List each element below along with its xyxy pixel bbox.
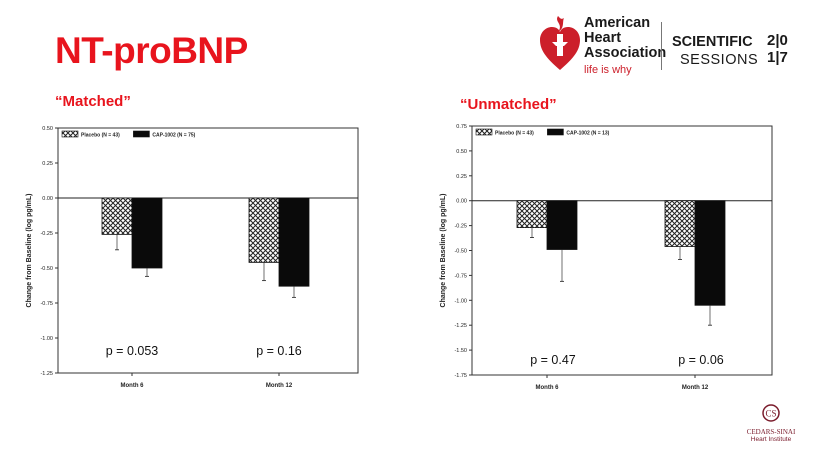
aha-line-3: Association xyxy=(584,45,667,61)
bar-cap1002 xyxy=(278,197,310,287)
y-tick-label: -0.50 xyxy=(454,249,467,255)
y-tick-label: 0.50 xyxy=(42,126,53,132)
aha-line-1: American xyxy=(584,15,651,31)
aha-wordmark: American Heart Association xyxy=(584,16,666,61)
x-tick-label: Month 12 xyxy=(682,385,709,391)
y-tick-label: 0.00 xyxy=(42,196,53,202)
y-tick-label: -0.25 xyxy=(454,224,467,230)
sessions-line-2: SESSIONS xyxy=(680,52,759,68)
legend: Placebo (N = 43) CAP-1002 (N = 13) xyxy=(475,128,610,137)
y-tick-label: -1.50 xyxy=(454,348,467,354)
legend: Placebo (N = 43) CAP-1002 (N = 75) xyxy=(61,130,196,139)
y-axis-label: Change from Baseline (log pg/mL) xyxy=(440,194,447,308)
y-tick-label: 0.25 xyxy=(456,174,467,180)
y-tick-label: -0.25 xyxy=(40,231,53,237)
x-tick-label: Month 6 xyxy=(536,385,560,391)
legend-swatch xyxy=(133,130,150,138)
aha-line-2: Heart xyxy=(584,30,622,46)
legend-swatch xyxy=(61,130,79,138)
matched-chart: 0.50 0.25 0.00 -0.25 -0.50 -0.75 -1.00 -1.25 Cha… xyxy=(26,126,359,389)
logo-divider xyxy=(661,22,662,70)
y-tick-label: 0.25 xyxy=(42,161,53,167)
legend-label: CAP-1002 (N = 13) xyxy=(566,131,609,137)
page-title: NT-proBNP xyxy=(55,30,248,71)
y-tick-label: -1.75 xyxy=(454,373,467,379)
p-value-annotation: p = 0.16 xyxy=(256,344,302,358)
unmatched-heading: “Unmatched” xyxy=(460,96,557,113)
y-tick-label: 0.50 xyxy=(456,149,467,155)
bar-placebo xyxy=(248,197,280,263)
bar-cap1002 xyxy=(546,200,578,250)
year-bottom: 1|7 xyxy=(767,49,788,66)
aha-scientific-sessions-logo: American Heart Association life is why S… xyxy=(538,12,808,82)
legend-label: Placebo (N = 43) xyxy=(495,131,534,137)
x-tick-label: Month 12 xyxy=(266,383,293,389)
y-tick-label: -0.50 xyxy=(40,266,53,272)
p-value-annotation: p = 0.06 xyxy=(678,353,724,367)
x-tick-label: Month 6 xyxy=(121,383,145,389)
unmatched-chart: 0.75 0.50 0.25 0.00 -0.25 -0.50 -0.75 -1.00 -1.2… xyxy=(440,124,773,391)
y-tick-label: 0.75 xyxy=(456,124,467,130)
y-axis-label: Change from Baseline (log pg/mL) xyxy=(26,194,33,308)
y-tick-label: -1.25 xyxy=(454,323,467,329)
y-tick-label: -1.00 xyxy=(40,336,53,342)
aha-tagline: life is why xyxy=(584,64,632,76)
y-tick-label: -0.75 xyxy=(454,273,467,279)
year-top: 2|0 xyxy=(767,32,788,49)
legend-swatch xyxy=(547,128,564,136)
legend-label: CAP-1002 (N = 75) xyxy=(152,133,195,139)
sessions-line-1: SCIENTIFIC xyxy=(672,34,753,50)
institute-sub: Heart Institute xyxy=(750,436,792,443)
sessions-year: 2|0 1|7 xyxy=(767,32,788,66)
y-tick-label: 0.00 xyxy=(456,199,467,205)
bar-placebo xyxy=(516,200,548,228)
bar-placebo xyxy=(101,197,133,235)
bar-cap1002 xyxy=(694,200,726,306)
y-tick-label: -0.75 xyxy=(40,301,53,307)
cedars-sinai-logo: CS CEDARS-SINAI Heart Institute xyxy=(740,404,802,446)
matched-heading: “Matched” xyxy=(55,93,131,110)
cs-monogram-icon: CS xyxy=(762,404,780,422)
legend-label: Placebo (N = 43) xyxy=(81,133,120,139)
y-tick-label: -1.25 xyxy=(40,371,53,377)
bar-cap1002 xyxy=(131,197,163,269)
bar-placebo xyxy=(664,200,696,247)
plot-frame xyxy=(471,125,773,376)
svg-text:CS: CS xyxy=(765,409,776,419)
plot-frame xyxy=(57,127,359,374)
legend-swatch xyxy=(475,128,493,136)
y-tick-label: -1.00 xyxy=(454,298,467,304)
institute-name: CEDARS-SINAI xyxy=(746,428,796,436)
p-value-annotation: p = 0.47 xyxy=(530,353,576,367)
p-value-annotation: p = 0.053 xyxy=(106,344,159,358)
heart-torch-icon xyxy=(540,16,580,70)
